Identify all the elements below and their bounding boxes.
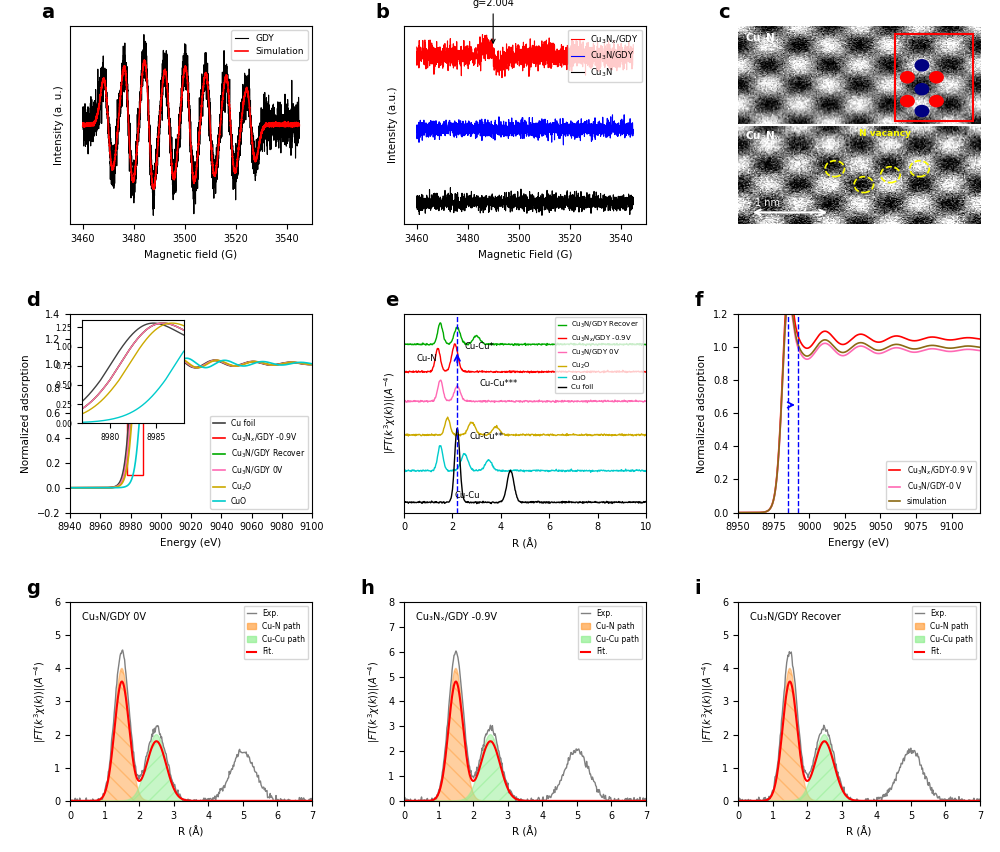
Bar bbox=[127, 419, 143, 475]
Text: Cu$_3$N$_x$: Cu$_3$N$_x$ bbox=[745, 129, 780, 143]
Text: Cu-Cu***: Cu-Cu*** bbox=[479, 379, 517, 389]
Cu$_3$N/GDY-0 V bbox=[847, 344, 859, 354]
Cu$_3$N$_x$/GDY-0.9 V bbox=[783, 280, 795, 291]
Text: Cu$_3$N: Cu$_3$N bbox=[745, 32, 775, 45]
Cu$_3$N$_x$/GDY-0.9 V bbox=[863, 333, 875, 343]
Circle shape bbox=[901, 95, 914, 106]
Line: Cu$_3$N$_x$/GDY-0.9 V: Cu$_3$N$_x$/GDY-0.9 V bbox=[738, 285, 980, 513]
Cu$_3$N/GDY-0 V bbox=[969, 345, 981, 355]
Text: Cu₃N/GDY 0V: Cu₃N/GDY 0V bbox=[82, 612, 146, 622]
Circle shape bbox=[930, 72, 943, 83]
Legend: Exp., Cu-N path, Cu-Cu path, Fit.: Exp., Cu-N path, Cu-Cu path, Fit. bbox=[578, 606, 642, 659]
X-axis label: R (Å): R (Å) bbox=[846, 826, 872, 838]
Text: N vacancy: N vacancy bbox=[859, 129, 911, 138]
Cu$_3$N$_x$/GDY-0.9 V bbox=[931, 332, 943, 343]
Y-axis label: Intensity (a. u.): Intensity (a. u.) bbox=[54, 85, 64, 164]
Text: Cu-Cu**: Cu-Cu** bbox=[469, 432, 503, 441]
Bar bbox=[895, 33, 973, 121]
X-axis label: R (Å): R (Å) bbox=[512, 826, 538, 838]
simulation bbox=[849, 340, 861, 350]
Legend: Cu$_3$N$_x$/GDY-0.9 V, Cu$_3$N/GDY-0 V, simulation: Cu$_3$N$_x$/GDY-0.9 V, Cu$_3$N/GDY-0 V, … bbox=[886, 461, 976, 509]
simulation bbox=[974, 343, 986, 353]
Y-axis label: $|FT(k^3\chi(k))|(A^{-4})$: $|FT(k^3\chi(k))|(A^{-4})$ bbox=[367, 660, 382, 743]
Text: g=2.004: g=2.004 bbox=[472, 0, 514, 43]
Cu$_3$N/GDY-0 V bbox=[849, 343, 861, 354]
Y-axis label: Normalized adsorption: Normalized adsorption bbox=[697, 354, 707, 473]
Text: h: h bbox=[360, 579, 374, 598]
Cu$_3$N$_x$/GDY-0.9 V bbox=[732, 508, 744, 518]
simulation bbox=[863, 342, 875, 352]
Legend: GDY, Simulation: GDY, Simulation bbox=[231, 30, 308, 60]
Legend: Cu$_3$N/GDY Recover, Cu$_3$N$_x$/GDY -0.9V, Cu$_3$N/GDY 0V, Cu$_2$O, CuO, Cu foi: Cu$_3$N/GDY Recover, Cu$_3$N$_x$/GDY -0.… bbox=[555, 317, 643, 393]
simulation bbox=[931, 341, 943, 351]
Text: f: f bbox=[694, 291, 703, 310]
X-axis label: R (Å): R (Å) bbox=[512, 538, 538, 550]
Cu$_3$N$_x$/GDY-0.9 V bbox=[877, 337, 889, 347]
Text: Cu₃Nₓ/GDY -0.9V: Cu₃Nₓ/GDY -0.9V bbox=[416, 612, 497, 622]
Text: 1 nm: 1 nm bbox=[755, 199, 780, 209]
Y-axis label: $|FT(k^3\chi(k))|(A^{-4})$: $|FT(k^3\chi(k))|(A^{-4})$ bbox=[701, 660, 716, 743]
simulation bbox=[877, 344, 889, 354]
Legend: Cu foil, Cu$_3$N$_x$/GDY -0.9V, Cu$_3$N/GDY Recover, Cu$_3$N/GDY 0V, Cu$_2$O, Cu: Cu foil, Cu$_3$N$_x$/GDY -0.9V, Cu$_3$N/… bbox=[210, 416, 308, 509]
Circle shape bbox=[915, 60, 929, 71]
Y-axis label: $|FT(k^3\chi(k))|(A^{-4})$: $|FT(k^3\chi(k))|(A^{-4})$ bbox=[33, 660, 48, 743]
Legend: Cu$_3$N$_x$/GDY, Cu$_3$N/GDY, Cu$_3$N: Cu$_3$N$_x$/GDY, Cu$_3$N/GDY, Cu$_3$N bbox=[568, 30, 642, 83]
Cu$_3$N/GDY-0 V bbox=[877, 348, 889, 358]
X-axis label: R (Å): R (Å) bbox=[178, 826, 204, 838]
Cu$_3$N/GDY-0 V bbox=[863, 345, 875, 355]
Line: Cu$_3$N/GDY-0 V: Cu$_3$N/GDY-0 V bbox=[738, 301, 980, 513]
Text: Cu-Cu*: Cu-Cu* bbox=[464, 342, 494, 350]
X-axis label: Energy (eV): Energy (eV) bbox=[160, 538, 222, 548]
simulation bbox=[969, 342, 981, 352]
Legend: Exp., Cu-N path, Cu-Cu path, Fit.: Exp., Cu-N path, Cu-Cu path, Fit. bbox=[912, 606, 976, 659]
Circle shape bbox=[915, 106, 929, 117]
Legend: Exp., Cu-N path, Cu-Cu path, Fit.: Exp., Cu-N path, Cu-Cu path, Fit. bbox=[244, 606, 308, 659]
Y-axis label: Normalized adsorption: Normalized adsorption bbox=[21, 354, 31, 473]
Cu$_3$N/GDY-0 V bbox=[931, 344, 943, 354]
Cu$_3$N/GDY-0 V bbox=[732, 508, 744, 518]
Text: Cu-N: Cu-N bbox=[416, 354, 437, 363]
Text: Cu-Cu: Cu-Cu bbox=[455, 491, 480, 500]
X-axis label: Energy (eV): Energy (eV) bbox=[828, 538, 890, 548]
Circle shape bbox=[901, 72, 914, 83]
Text: d: d bbox=[26, 291, 40, 310]
Text: Cu₃N/GDY Recover: Cu₃N/GDY Recover bbox=[750, 612, 841, 622]
Circle shape bbox=[930, 95, 943, 106]
Y-axis label: $|FT(k^3\chi(k))|(A^{-4})$: $|FT(k^3\chi(k))|(A^{-4})$ bbox=[383, 372, 398, 454]
Y-axis label: Intensity (a.u.): Intensity (a.u.) bbox=[388, 87, 398, 164]
Text: i: i bbox=[694, 579, 701, 598]
Circle shape bbox=[915, 83, 929, 95]
Line: simulation: simulation bbox=[738, 296, 980, 513]
simulation bbox=[847, 341, 859, 351]
X-axis label: Magnetic Field (G): Magnetic Field (G) bbox=[478, 250, 572, 260]
Text: a: a bbox=[41, 3, 54, 21]
Cu$_3$N/GDY-0 V bbox=[974, 346, 986, 356]
simulation bbox=[732, 508, 744, 518]
Text: c: c bbox=[719, 3, 730, 21]
Cu$_3$N/GDY-0 V bbox=[783, 296, 795, 306]
Text: b: b bbox=[375, 3, 389, 21]
Text: e: e bbox=[385, 291, 398, 310]
Cu$_3$N$_x$/GDY-0.9 V bbox=[969, 333, 981, 343]
Cu$_3$N$_x$/GDY-0.9 V bbox=[974, 334, 986, 344]
Cu$_3$N$_x$/GDY-0.9 V bbox=[847, 332, 859, 343]
Text: g: g bbox=[26, 579, 40, 598]
simulation bbox=[783, 291, 795, 302]
Cu$_3$N$_x$/GDY-0.9 V bbox=[849, 331, 861, 342]
X-axis label: Magnetic field (G): Magnetic field (G) bbox=[144, 250, 238, 260]
